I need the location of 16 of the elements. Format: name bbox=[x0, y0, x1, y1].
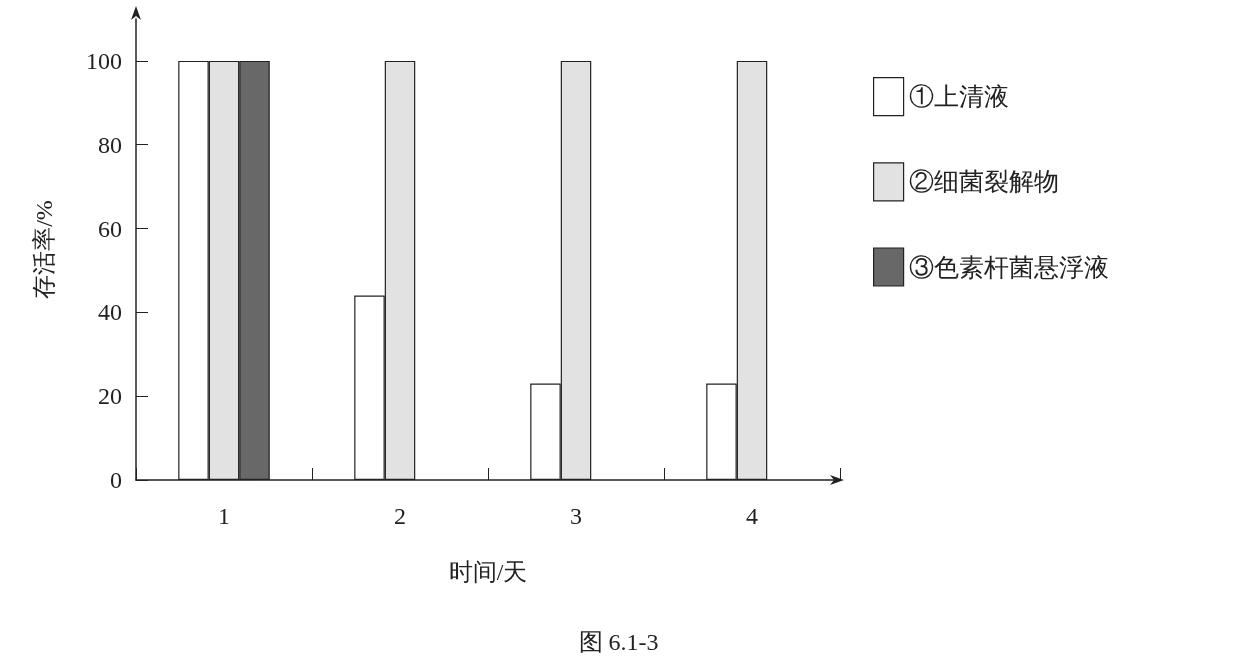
x-tick-label: 1 bbox=[218, 503, 230, 529]
x-tick-label: 3 bbox=[570, 503, 582, 529]
legend-label: ②细菌裂解物 bbox=[908, 168, 1059, 196]
y-tick-label: 0 bbox=[110, 467, 122, 493]
x-tick-label: 4 bbox=[746, 503, 758, 529]
y-tick-label: 40 bbox=[98, 299, 122, 326]
legend-label: ①上清液 bbox=[908, 83, 1009, 111]
y-tick-label: 20 bbox=[98, 383, 122, 410]
legend-label: ③色素杆菌悬浮液 bbox=[908, 253, 1109, 281]
x-axis-title: 时间/天 bbox=[448, 559, 528, 585]
y-tick-label: 60 bbox=[98, 215, 122, 242]
y-tick-label: 100 bbox=[86, 47, 122, 74]
y-axis-title: 存活率/% bbox=[31, 200, 57, 299]
x-tick-label: 2 bbox=[394, 503, 406, 529]
y-tick-label: 80 bbox=[98, 131, 122, 158]
caption: 图 6.1-3 bbox=[578, 629, 659, 655]
